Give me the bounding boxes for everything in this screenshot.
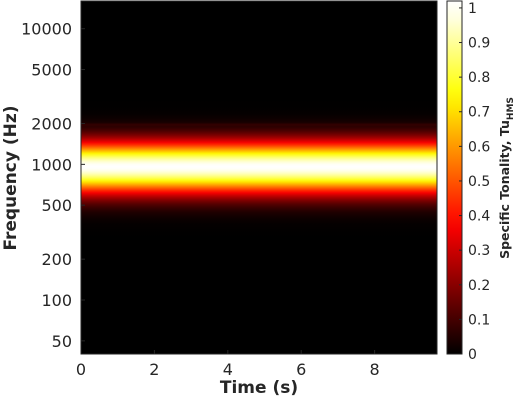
y-tick-label: 2000 <box>31 115 72 134</box>
x-axis-title: Time (s) <box>220 378 298 398</box>
colorbar-title-subscript: HMS <box>506 97 516 120</box>
colorbar-tick-label: 0.8 <box>468 70 490 86</box>
plot-frame <box>80 0 438 355</box>
colorbar-tick-label: 0.7 <box>468 105 490 121</box>
colorbar-title-main: Specific Tonality, Tu <box>497 120 512 259</box>
y-tick-label: 5000 <box>31 61 72 80</box>
colorbar-tick-label: 0.9 <box>468 36 490 52</box>
y-tick-label: 500 <box>41 196 72 215</box>
x-tick-label: 2 <box>149 360 159 379</box>
x-tick-label: 6 <box>296 360 306 379</box>
y-axis-title: Frequency (Hz) <box>1 105 21 250</box>
colorbar-title: Specific Tonality, TuHMS <box>497 97 516 259</box>
colorbar-tick-label: 0.6 <box>468 139 490 155</box>
x-tick-label: 4 <box>223 360 233 379</box>
x-tick-label: 0 <box>76 360 86 379</box>
y-tick-label: 100 <box>41 291 72 310</box>
y-tick-label: 1000 <box>31 155 72 174</box>
y-tick-label: 200 <box>41 250 72 269</box>
y-axis-ticks: 50 100 200 500 1000 2000 5000 10000 <box>21 20 85 351</box>
y-tick-label: 50 <box>52 332 72 351</box>
colorbar-tick-label: 0 <box>468 347 477 363</box>
x-tick-label: 8 <box>370 360 380 379</box>
colorbar-tick-label: 0.2 <box>468 278 490 294</box>
colorbar-tick-label: 0.1 <box>468 312 490 328</box>
colorbar-tick-label: 0.3 <box>468 243 490 259</box>
colorbar-tick-label: 0.4 <box>468 209 490 225</box>
x-axis-ticks: 0 2 4 6 8 <box>76 350 380 379</box>
colorbar-tick-label: 1 <box>468 1 477 17</box>
colorbar <box>446 0 463 355</box>
tonality-band <box>81 1 437 354</box>
colorbar-ticks: 0 0.1 0.2 0.3 0.4 0.5 0.6 0.7 0.8 0.9 1 <box>459 1 490 363</box>
colorbar-tick-label: 0.5 <box>468 174 490 190</box>
y-tick-label: 10000 <box>21 20 72 39</box>
